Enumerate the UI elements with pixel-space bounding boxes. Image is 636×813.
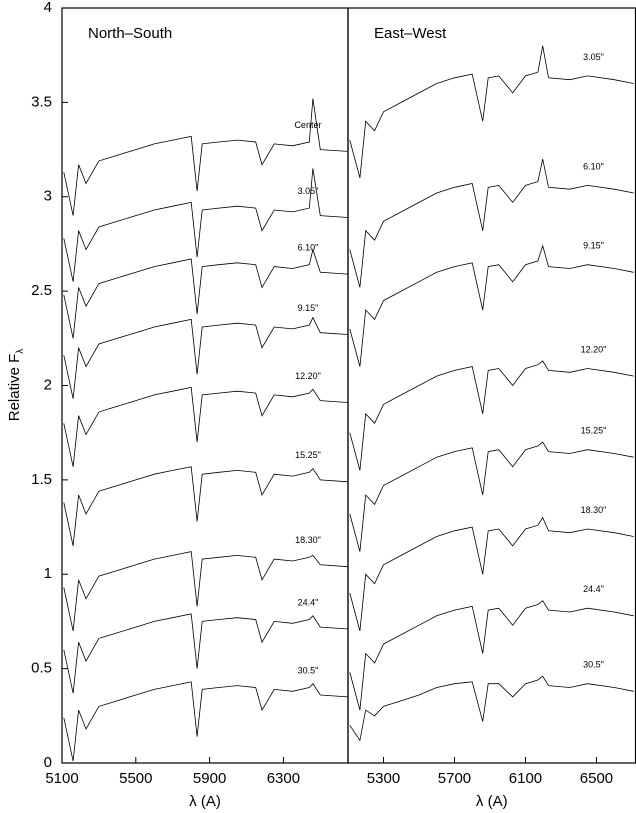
spectrum-line — [63, 248, 349, 339]
y-tick-label: 2.5 — [31, 282, 52, 299]
spectrum-line — [349, 600, 634, 711]
spectrum-line — [349, 675, 634, 742]
spectrum-line — [63, 681, 349, 762]
y-tick-label: 1.5 — [31, 471, 52, 488]
spectrum-line — [63, 386, 349, 467]
y-tick-label: 2 — [44, 376, 52, 393]
y-tick-label: 0.5 — [31, 660, 52, 677]
x-axis-label: λ (A) — [189, 793, 221, 810]
spectrum-line — [63, 316, 349, 399]
y-axis-label: Relative Fλ — [6, 349, 26, 422]
panel-title: East–West — [374, 25, 447, 42]
spectrum-line — [349, 441, 634, 552]
x-tick-label: 5500 — [119, 770, 152, 787]
plot-frame — [347, 7, 636, 764]
y-tick-label: 3.5 — [31, 93, 52, 110]
spectrum-line — [63, 466, 349, 546]
spectrum-line — [349, 360, 634, 471]
y-tick-label: 0 — [44, 754, 52, 771]
series-label: 3.05" — [583, 52, 604, 62]
x-tick-label: 6500 — [580, 770, 613, 787]
series-label: 18.30" — [581, 505, 607, 515]
panel-title: North–South — [88, 25, 172, 42]
spectrum-line — [349, 516, 634, 632]
spectrum-line — [349, 244, 634, 367]
x-tick-label: 6300 — [267, 770, 300, 787]
series-label: 24.4" — [298, 597, 319, 607]
spectrum-line — [63, 168, 349, 282]
y-axis-label-main: Relative F — [6, 354, 23, 422]
spectrum-line — [63, 98, 349, 216]
spectrum-line — [63, 613, 349, 694]
x-tick-label: 5700 — [438, 770, 471, 787]
series-label: 12.20" — [295, 371, 321, 381]
y-tick-label: 3 — [44, 188, 52, 205]
y-axis-label-subscript: λ — [15, 349, 26, 354]
series-label: 9.15" — [583, 241, 604, 251]
series-label: 6.10" — [298, 243, 319, 253]
x-tick-label: 5100 — [45, 770, 78, 787]
series-label: 15.25" — [581, 426, 607, 436]
series-label: Center — [294, 120, 321, 130]
x-tick-label: 6100 — [509, 770, 542, 787]
series-label: 15.25" — [295, 450, 321, 460]
series-label: 18.30" — [295, 535, 321, 545]
series-label: 6.10" — [583, 161, 604, 171]
x-axis-label: λ (A) — [476, 793, 508, 810]
series-label: 9.15" — [298, 303, 319, 313]
series-label: 24.4" — [583, 584, 604, 594]
series-label: 30.5" — [298, 665, 319, 675]
spectrum-line — [349, 158, 634, 288]
spectrum-line — [349, 45, 634, 179]
y-tick-label: 4 — [44, 0, 52, 16]
spectrum-line — [63, 551, 349, 631]
x-tick-label: 5900 — [193, 770, 226, 787]
series-label: 30.5" — [583, 660, 604, 670]
series-label: 12.20" — [581, 344, 607, 354]
x-tick-label: 5300 — [367, 770, 400, 787]
series-label: 3.05" — [298, 186, 319, 196]
y-tick-label: 1 — [44, 565, 52, 582]
